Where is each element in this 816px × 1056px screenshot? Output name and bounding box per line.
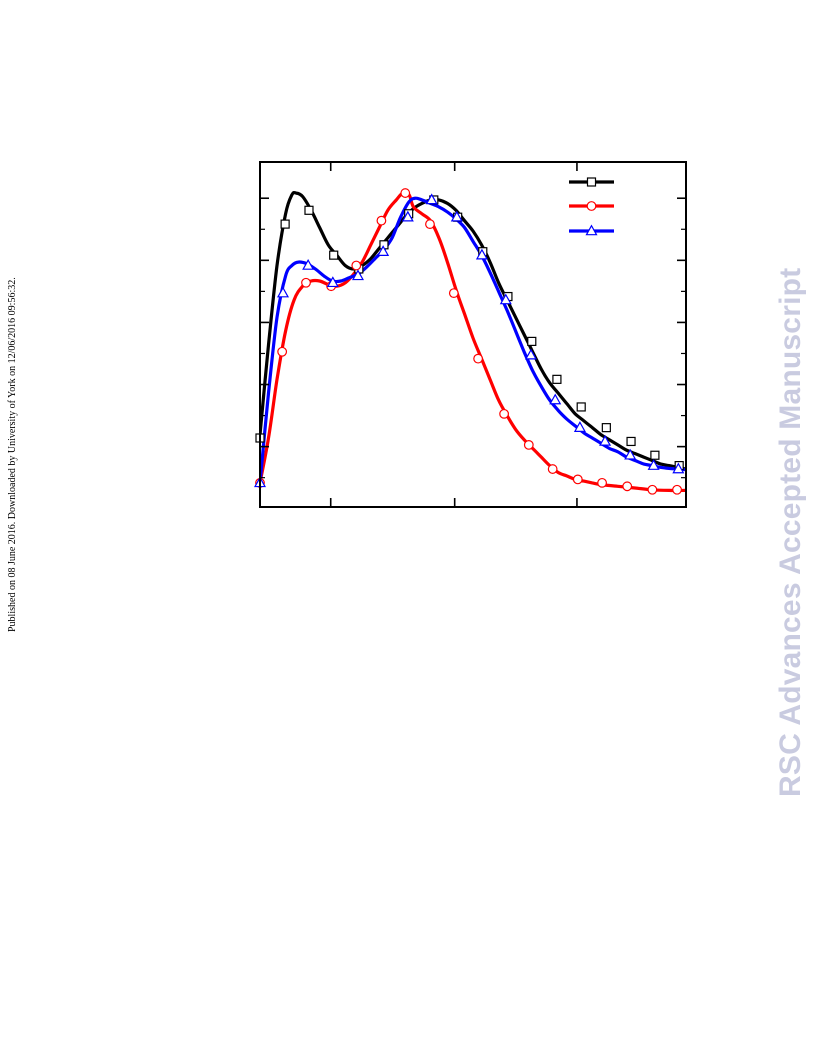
data-point-square xyxy=(304,205,314,215)
data-point-square xyxy=(552,374,562,384)
data-point-circle xyxy=(672,484,682,495)
data-point-triangle xyxy=(647,459,660,470)
data-point-square xyxy=(329,250,339,260)
data-point-circle xyxy=(572,474,583,485)
data-point-circle xyxy=(473,353,484,364)
data-point-triangle xyxy=(599,434,612,446)
chart-curves xyxy=(260,190,686,493)
data-point-triangle xyxy=(475,248,488,260)
data-point-square xyxy=(601,423,611,433)
data-point-triangle xyxy=(302,258,315,270)
data-point-circle xyxy=(301,277,311,288)
plot-border xyxy=(259,161,687,508)
data-point-circle xyxy=(277,346,288,357)
data-point-circle xyxy=(376,215,387,226)
data-point-triangle xyxy=(401,210,414,222)
data-point-triangle xyxy=(524,348,537,360)
data-point-triangle xyxy=(425,193,438,205)
data-point-triangle xyxy=(450,210,463,222)
data-point-circle xyxy=(425,219,435,230)
legend-marker-square xyxy=(586,177,597,187)
data-point-circle xyxy=(448,288,459,299)
series-line-triangle xyxy=(260,196,686,485)
legend-marker-triangle xyxy=(585,224,598,236)
data-point-triangle xyxy=(351,269,364,281)
data-point-circle xyxy=(597,477,607,488)
data-point-triangle xyxy=(499,293,512,305)
chart-markers xyxy=(253,188,685,495)
data-point-circle xyxy=(400,188,411,198)
data-point-circle xyxy=(351,260,362,271)
chart-legend xyxy=(569,177,614,236)
legend-marker-circle xyxy=(586,201,597,211)
data-point-triangle xyxy=(377,245,390,256)
data-point-circle xyxy=(523,440,534,450)
data-point-triangle xyxy=(672,462,685,474)
data-point-square xyxy=(576,402,586,412)
plot-frame xyxy=(259,161,687,508)
data-point-triangle xyxy=(624,448,637,460)
data-point-triangle xyxy=(549,393,562,405)
data-point-circle xyxy=(647,484,658,495)
data-point-square xyxy=(626,436,636,447)
series-line-square xyxy=(260,190,686,471)
data-point-triangle xyxy=(573,421,586,432)
data-point-circle xyxy=(499,408,509,419)
data-point-triangle xyxy=(326,276,339,288)
data-point-circle xyxy=(622,481,633,492)
data-point-square xyxy=(527,336,537,346)
data-point-square xyxy=(280,219,290,229)
data-point-triangle xyxy=(276,286,290,298)
data-point-square xyxy=(650,450,660,460)
data-point-circle xyxy=(547,464,558,474)
